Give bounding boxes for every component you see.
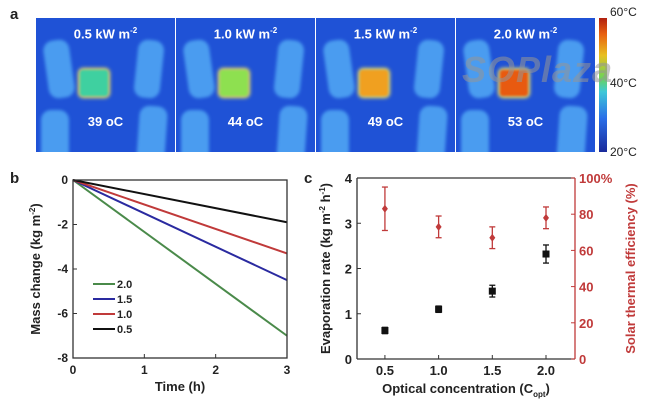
panel-label-a: a	[10, 6, 19, 23]
temperature-label: 53 oC	[507, 114, 544, 129]
watermark: SOPlaza	[462, 49, 614, 90]
sample-rod	[321, 110, 349, 152]
intensity-label: 1.0 kW m-2	[213, 26, 278, 42]
y-tick-label: -4	[57, 262, 68, 276]
thermal-image: 1.5 kW m-2 49 oC	[316, 18, 455, 152]
legend-label: 2.0	[117, 279, 132, 291]
series-line-2.0	[72, 179, 288, 337]
sample-rod	[42, 38, 76, 100]
intensity-label: 1.5 kW m-2	[353, 26, 418, 42]
y-right-tick-label: 80	[579, 207, 593, 222]
sample-rod	[182, 38, 216, 100]
data-point	[381, 204, 388, 213]
y-tick-label: -2	[57, 218, 68, 232]
y-right-tick-label: 100%	[579, 171, 613, 186]
sample-rod	[322, 38, 356, 100]
y-right-tick-label: 60	[579, 243, 593, 258]
plot-frame	[72, 179, 288, 359]
sample-rod	[273, 38, 305, 100]
y-left-tick-label: 0	[345, 352, 352, 367]
data-point	[381, 326, 389, 334]
legend-label: 1.0	[117, 309, 132, 321]
hot-spot	[360, 70, 388, 96]
y-axis-label: Mass change (kg m-2)	[28, 203, 43, 334]
y-tick-label: -6	[57, 307, 68, 321]
x-axis-label: Time (h)	[155, 379, 205, 394]
chart-b: 0 1 2 3 0 -2 -4 -6 -8 Time (h) Mass change (kg m-2…	[28, 173, 291, 394]
colorbar	[599, 18, 607, 152]
y-right-tick-label: 0	[579, 352, 586, 367]
data-point	[488, 287, 496, 295]
series-line-0.5	[72, 179, 288, 224]
y-tick-label: -8	[57, 351, 68, 365]
temperature-label: 39 oC	[87, 114, 124, 129]
legend-label: 0.5	[117, 324, 132, 336]
hot-spot	[80, 70, 108, 96]
y-left-axis-label: Evaporation rate (kg m-2 h-1)	[318, 183, 333, 354]
x-tick-label: 1.5	[483, 363, 501, 378]
hot-spot	[500, 70, 528, 96]
temperature-label: 49 oC	[367, 114, 404, 129]
y-tick-label: 0	[61, 173, 68, 187]
thermal-image: 1.0 kW m-2 44 oC	[176, 18, 315, 152]
sample-rod	[133, 38, 165, 100]
x-tick-label: 0.5	[376, 363, 394, 378]
y-right-tick-label: 20	[579, 316, 593, 331]
y-right-tick-label: 40	[579, 280, 593, 295]
intensity-label: 2.0 kW m-2	[493, 26, 558, 42]
data-point	[435, 222, 442, 231]
sample-rod	[461, 110, 489, 152]
panel-label-c: c	[304, 170, 313, 187]
panel-label-b: b	[10, 170, 20, 187]
colorbar-max-label: 60°C	[610, 5, 637, 19]
legend-label: 1.5	[117, 294, 132, 306]
series-line-1.5	[72, 179, 288, 282]
thermal-image: 0.5 kW m-2 39 oC	[36, 18, 175, 152]
y-left-tick-label: 4	[345, 171, 353, 186]
data-point	[489, 233, 496, 242]
x-tick-label: 0	[70, 363, 77, 377]
y-left-tick-label: 3	[345, 216, 352, 231]
series-line-1.0	[72, 179, 288, 255]
x-tick-label: 2	[212, 363, 219, 377]
x-axis-label: Optical concentration (Copt)	[382, 381, 550, 399]
colorbar-mid-label: 40°C	[610, 76, 637, 90]
colorbar-min-label: 20°C	[610, 145, 637, 159]
data-point	[542, 250, 550, 258]
x-tick-label: 3	[284, 363, 291, 377]
y-left-tick-label: 1	[345, 307, 352, 322]
thermal-image: 2.0 kW m-2 53 oC	[456, 18, 595, 152]
data-point	[435, 305, 443, 313]
intensity-label: 0.5 kW m-2	[73, 26, 138, 42]
x-tick-label: 2.0	[537, 363, 555, 378]
x-tick-label: 1.0	[430, 363, 448, 378]
x-tick-label: 1	[141, 363, 148, 377]
hot-spot	[220, 70, 248, 96]
data-point	[543, 213, 550, 222]
y-right-axis-label: Solar thermal efficiency (%)	[623, 183, 638, 354]
temperature-label: 44 oC	[227, 114, 264, 129]
y-left-tick-label: 2	[345, 262, 352, 277]
sample-rod	[41, 110, 69, 152]
sample-rod	[181, 110, 209, 152]
sample-rod	[413, 38, 445, 100]
